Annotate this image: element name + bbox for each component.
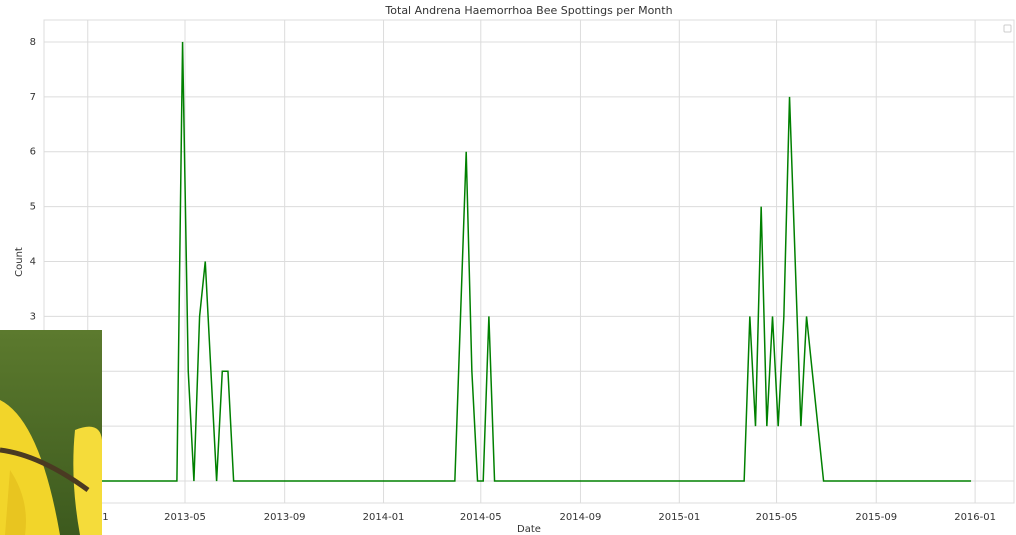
y-tick-label: 5	[30, 202, 36, 213]
photo-overlay	[0, 330, 102, 535]
chart-title: Total Andrena Haemorrhoa Bee Spottings p…	[384, 4, 672, 17]
x-tick-label: 2016-01	[954, 512, 996, 523]
x-axis-label: Date	[517, 524, 541, 535]
x-tick-label: 2013-09	[264, 512, 306, 523]
x-tick-label: 2014-05	[460, 512, 502, 523]
data-line	[91, 41, 972, 482]
x-tick-label: 2013-05	[164, 512, 206, 523]
x-tick-label: 2015-01	[658, 512, 700, 523]
x-tick-label: 2015-09	[855, 512, 897, 523]
y-tick-label: 3	[30, 311, 36, 322]
y-tick-label: 7	[30, 92, 36, 103]
y-axis-label: Count	[14, 247, 25, 277]
y-tick-label: 4	[30, 257, 36, 268]
x-tick-label: 2014-01	[363, 512, 405, 523]
y-tick-label: 6	[30, 147, 36, 158]
x-tick-label: 2015-05	[756, 512, 798, 523]
legend-box	[1003, 24, 1012, 33]
y-tick-label: 8	[30, 37, 36, 48]
x-tick-label: 2014-09	[560, 512, 602, 523]
